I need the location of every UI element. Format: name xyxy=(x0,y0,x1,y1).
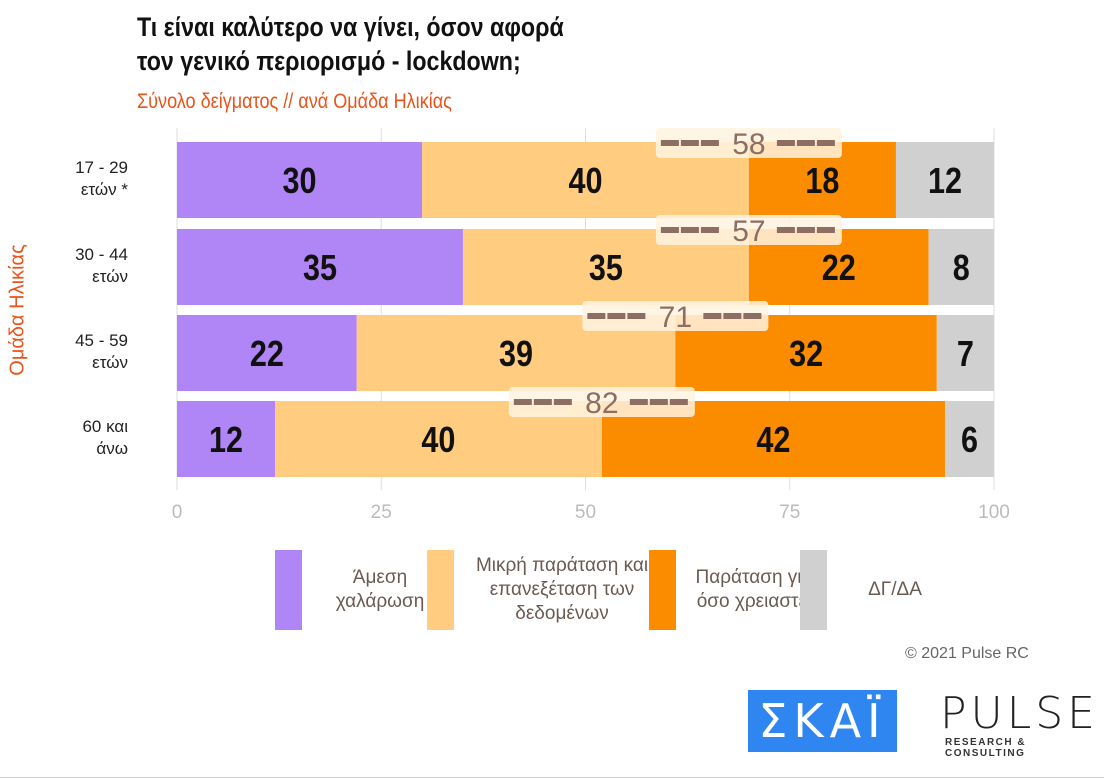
category-label: 17 - 29 xyxy=(75,158,128,177)
chart-subtitle: Σύνολο δείγματος // ανά Ομάδα Ηλικίας xyxy=(137,90,452,113)
bracket-total: 57 xyxy=(732,215,765,248)
category-label: ετών xyxy=(92,353,128,372)
data-label: 30 xyxy=(283,162,317,202)
x-tick-label: 50 xyxy=(575,502,596,523)
legend-item: Άμεση χαλάρωση xyxy=(275,550,450,630)
legend-item: Μικρή παράταση και επανεξέταση των δεδομ… xyxy=(427,550,662,630)
data-label: 42 xyxy=(756,421,790,461)
data-label: 22 xyxy=(822,249,856,289)
bar-segment xyxy=(928,229,994,305)
category-label: ετών * xyxy=(81,180,129,199)
bracket-total: 71 xyxy=(659,301,692,334)
x-tick-label: 25 xyxy=(371,502,392,523)
skai-logo: ΣΚΑΪ xyxy=(748,690,897,752)
data-label: 35 xyxy=(589,249,623,289)
data-label: 40 xyxy=(421,421,455,461)
category-label: 30 - 44 xyxy=(75,245,128,264)
data-label: 18 xyxy=(805,162,839,202)
title-line-1: Τι είναι καλύτερο να γίνει, όσον αφορά xyxy=(137,12,564,42)
bar-segment xyxy=(177,229,463,305)
pulse-logo: PULSE xyxy=(940,688,1099,739)
x-tick-label: 100 xyxy=(978,502,1010,523)
pulse-logo-sub: RESEARCH & CONSULTING xyxy=(945,737,1027,759)
data-label: 12 xyxy=(209,421,243,461)
category-label: ετών xyxy=(92,267,128,286)
bar-segment xyxy=(177,315,357,391)
legend-item: Παράταση για όσο χρειαστεί xyxy=(649,550,824,630)
data-label: 8 xyxy=(953,249,970,289)
copyright: © 2021 Pulse RC xyxy=(905,645,1029,662)
legend-label: Μικρή παράταση και επανεξέταση των δεδομ… xyxy=(475,555,649,624)
bracket-total: 82 xyxy=(585,387,618,420)
data-label: 22 xyxy=(250,335,284,375)
legend-swatch xyxy=(800,550,827,630)
bar-segment xyxy=(944,401,994,477)
data-label: 40 xyxy=(568,162,602,202)
bracket-total: 58 xyxy=(732,128,765,161)
bar-segment xyxy=(936,315,994,391)
legend-swatch xyxy=(275,550,302,630)
legend-swatch xyxy=(649,550,676,630)
bracket-box xyxy=(582,301,769,331)
x-tick-label: 0 xyxy=(172,502,183,523)
data-label: 39 xyxy=(499,335,533,375)
bracket-box xyxy=(655,128,842,158)
bracket-box xyxy=(655,215,842,245)
bar-segment xyxy=(895,142,994,218)
data-label: 7 xyxy=(957,335,974,375)
legend-swatch xyxy=(427,550,454,630)
data-label: 35 xyxy=(303,249,337,289)
bar-segment xyxy=(177,142,423,218)
data-label: 32 xyxy=(789,335,823,375)
legend-item: ΔΓ/ΔΑ xyxy=(800,550,955,630)
category-label: 45 - 59 xyxy=(75,331,128,350)
data-label: 6 xyxy=(961,421,978,461)
legend-label: Παράταση για όσο χρειαστεί xyxy=(695,567,813,612)
category-label: 60 και xyxy=(82,417,128,436)
category-label: άνω xyxy=(96,439,128,458)
title-line-2: τον γενικό περιορισμό - lockdown; xyxy=(137,46,521,76)
bar-segment xyxy=(177,401,276,477)
bracket-box xyxy=(508,387,695,417)
x-tick-label: 75 xyxy=(779,502,800,523)
legend-label: ΔΓ/ΔΑ xyxy=(868,579,922,600)
data-label: 12 xyxy=(928,162,962,202)
legend-label: Άμεση χαλάρωση xyxy=(335,567,425,612)
chart-title: Τι είναι καλύτερο να γίνει, όσον αφορά το… xyxy=(137,10,564,78)
